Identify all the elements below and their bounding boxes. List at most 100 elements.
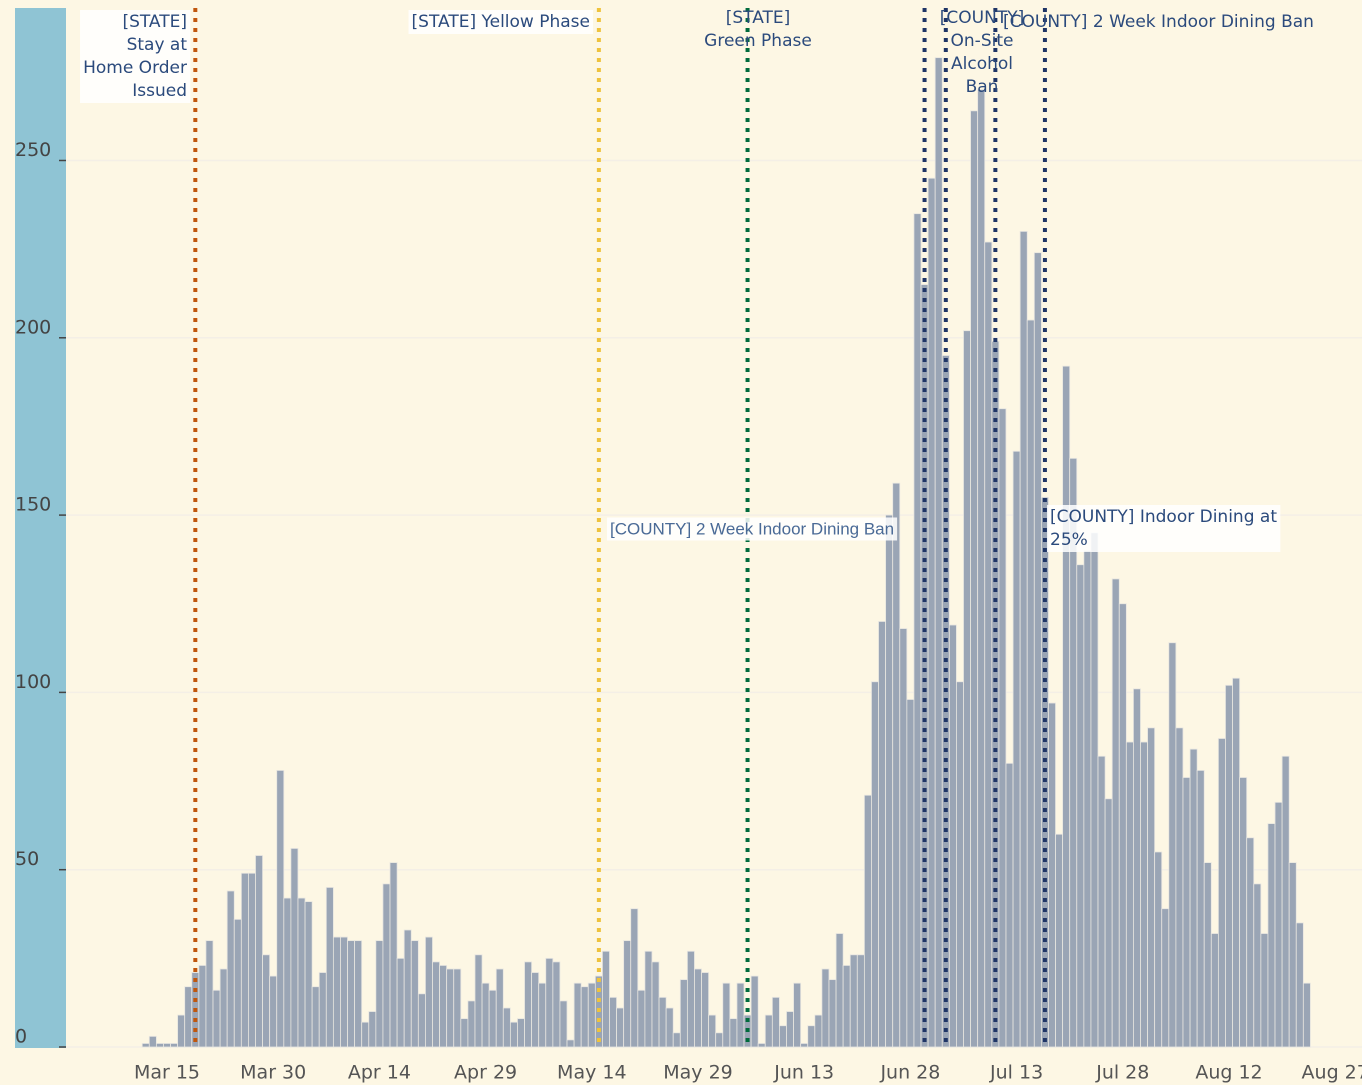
bar	[814, 1014, 823, 1048]
bar	[439, 965, 448, 1048]
annotation: [COUNTY] 2 Week Indoor Dining Ban	[1003, 12, 1314, 32]
bar	[913, 213, 922, 1048]
bar	[998, 408, 1007, 1048]
bar	[927, 177, 936, 1048]
annotation: [COUNTY] 2 Week Indoor Dining Ban	[607, 517, 898, 541]
bar	[255, 855, 263, 1048]
annotation-text: Home Order	[83, 58, 187, 78]
bar	[212, 989, 221, 1048]
x-tick-label: Jun 28	[879, 1062, 940, 1084]
bar	[722, 982, 731, 1048]
annotation-text: [COUNTY]	[940, 8, 1024, 28]
bar	[488, 989, 497, 1048]
bar	[609, 996, 617, 1048]
bar	[1203, 862, 1212, 1048]
bar	[552, 961, 561, 1048]
bar	[1154, 851, 1163, 1048]
bar	[155, 1043, 164, 1048]
bar	[779, 1025, 787, 1048]
bar	[141, 1043, 150, 1048]
bar	[885, 514, 894, 1048]
bar	[283, 897, 292, 1048]
bar	[1048, 702, 1056, 1048]
bar	[531, 972, 540, 1048]
y-tick-label: 0	[15, 1026, 27, 1048]
bar	[1175, 727, 1184, 1048]
bar	[764, 1014, 773, 1048]
bar	[630, 908, 639, 1048]
bar	[1210, 933, 1219, 1048]
bar	[226, 890, 235, 1048]
bar	[1246, 837, 1255, 1048]
bar	[878, 621, 887, 1048]
bar	[481, 982, 490, 1048]
x-tick-label: Jul 13	[989, 1062, 1043, 1084]
bar	[1288, 862, 1297, 1048]
bar	[502, 1007, 511, 1048]
bar	[1239, 777, 1248, 1048]
bar	[163, 1043, 171, 1048]
bar	[729, 1018, 738, 1048]
annotation: [COUNTY] On-Site Alcohol Ban	[940, 8, 1024, 97]
x-tick-label: May 29	[663, 1062, 733, 1084]
bar	[1005, 762, 1014, 1048]
bar	[1217, 738, 1226, 1048]
bar	[835, 933, 844, 1048]
annotation-text: Green Phase	[704, 31, 812, 51]
bar	[1118, 603, 1127, 1048]
bar	[1189, 748, 1198, 1048]
bar	[1161, 908, 1170, 1048]
annotation-text: Stay at	[127, 35, 188, 55]
bar	[672, 1032, 681, 1048]
bar	[332, 936, 341, 1048]
bar	[1140, 741, 1148, 1048]
bar	[1133, 688, 1141, 1048]
bar	[467, 1000, 476, 1048]
x-tick-label: Apr 14	[348, 1062, 411, 1084]
bar	[1090, 532, 1099, 1048]
bar	[1168, 642, 1177, 1048]
annotation-text: 25%	[1050, 530, 1088, 550]
bar	[694, 968, 702, 1048]
bar	[602, 950, 610, 1048]
bar	[856, 954, 865, 1048]
annotation-bg	[1047, 505, 1281, 552]
bar	[524, 961, 533, 1048]
bar	[1225, 684, 1233, 1048]
bar	[1062, 365, 1071, 1048]
bar	[517, 1018, 525, 1048]
bar	[566, 1039, 575, 1048]
annotation-bg	[80, 10, 191, 103]
bar	[375, 940, 384, 1048]
bar	[1097, 755, 1106, 1048]
bar	[538, 982, 547, 1048]
bar	[1196, 770, 1205, 1048]
annotation-text: [STATE]	[122, 12, 187, 32]
bar	[1019, 231, 1028, 1048]
bar	[276, 770, 285, 1048]
bar	[361, 1021, 370, 1048]
bar	[828, 979, 837, 1048]
bar	[616, 1007, 625, 1048]
bar	[559, 1000, 568, 1048]
x-tick-label: Jun 13	[773, 1062, 834, 1084]
bar	[269, 975, 278, 1048]
bar	[637, 989, 646, 1048]
bar	[1302, 982, 1311, 1048]
bar	[679, 979, 688, 1048]
bar	[715, 1032, 724, 1048]
bar	[651, 961, 660, 1048]
bar	[807, 1025, 816, 1048]
bar	[382, 883, 391, 1048]
annotation-text: [COUNTY] 2 Week Indoor Dining Ban	[610, 519, 894, 538]
annotation-text: [STATE]	[726, 8, 791, 28]
bar	[368, 1011, 377, 1048]
bar	[757, 1043, 766, 1048]
bar	[800, 1043, 809, 1048]
bar	[233, 918, 242, 1048]
bar	[793, 982, 802, 1048]
bar	[934, 57, 943, 1048]
bar	[736, 982, 745, 1048]
bar	[446, 968, 455, 1048]
bar	[240, 872, 249, 1048]
